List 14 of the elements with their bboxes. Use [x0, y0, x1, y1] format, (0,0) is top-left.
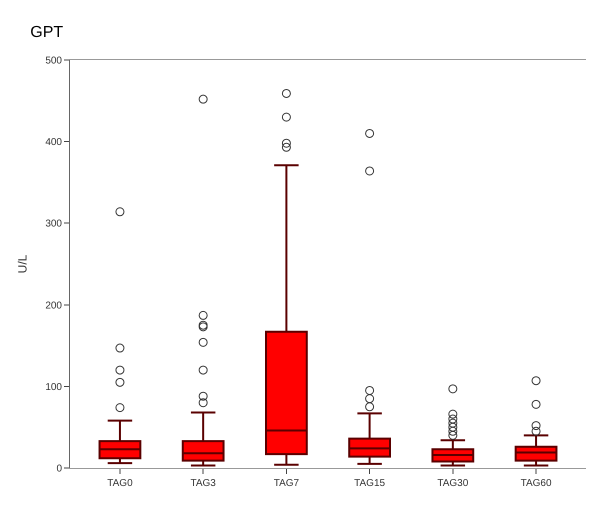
x-tick-label: TAG3 [190, 478, 216, 489]
y-tick-label: 300 [45, 218, 62, 230]
y-tick-label: 0 [56, 464, 62, 474]
y-tick-label: 200 [45, 300, 62, 312]
y-tick-label: 500 [45, 56, 62, 66]
x-tick-label: TAG30 [437, 478, 469, 489]
y-tick-label: 400 [45, 137, 62, 148]
y-axis-title: U/L [16, 254, 30, 274]
x-tick-label: TAG7 [274, 478, 300, 489]
x-tick-label: TAG0 [107, 478, 134, 489]
x-tick-label: TAG15 [354, 478, 386, 489]
x-tick-label: TAG60 [520, 478, 552, 489]
y-tick-label: 100 [45, 382, 62, 393]
chart-title: GPT [30, 24, 64, 41]
